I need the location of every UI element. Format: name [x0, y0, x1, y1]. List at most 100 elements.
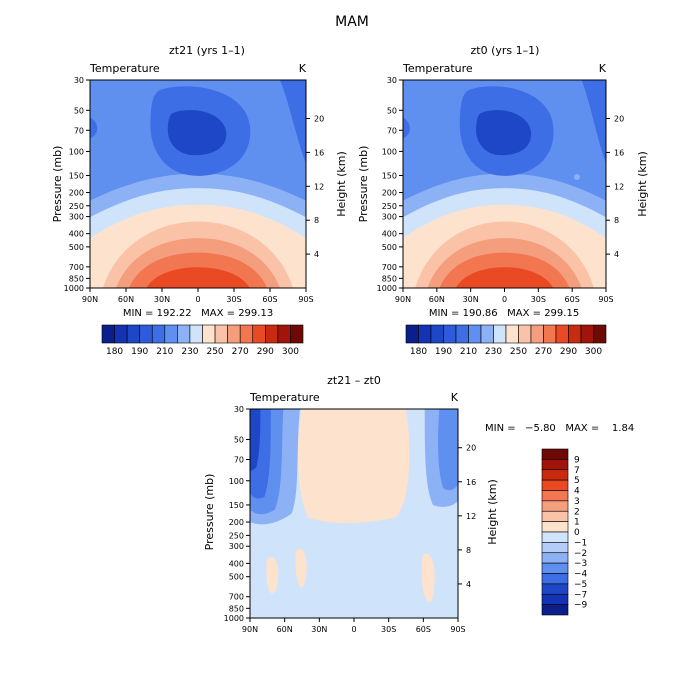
panel-b-colorbar-label: 270	[535, 347, 552, 357]
field-cold-edge-north	[403, 117, 410, 139]
panel-b-colorbar-box	[505, 324, 519, 344]
panel-b-y-tick-label: 30	[387, 76, 397, 85]
panel-a-y-tick-label: 250	[69, 202, 84, 211]
panel-b-colorbar-box	[430, 324, 444, 344]
panel-a-x-tick-label: 90N	[82, 295, 98, 304]
panel-a-y2-tick-label: 20	[314, 115, 324, 124]
panel-a-y-tick-label: 1000	[64, 284, 84, 293]
panel-b-y2-axis-label: Height (km)	[636, 151, 649, 217]
panel-a-colorbar-label: 190	[131, 347, 148, 357]
panel-diff-colorbar-label: 2	[574, 507, 580, 517]
panel-a-colorbar-label: 290	[257, 347, 274, 357]
panel-a-title: zt21 (yrs 1–1)	[169, 44, 245, 57]
panel-b-colorbar-box	[405, 324, 419, 344]
panel-diff-y-tick-label: 100	[229, 477, 244, 486]
panel-b-y2-tick-label: 4	[614, 250, 619, 259]
panel-diff-y-tick-label: 50	[234, 435, 244, 444]
panel-diff-colorbar-box	[541, 583, 569, 595]
panel-a-contour-field	[90, 80, 306, 288]
panel-b-y-tick-label: 100	[382, 147, 397, 156]
panel-diff-colorbar-box	[541, 573, 569, 585]
panel-diff-y-tick-label: 1000	[224, 614, 244, 623]
panel-a-units: K	[299, 62, 307, 75]
panel-a-x-tick-label: 30N	[154, 295, 170, 304]
panel-b-colorbar-box	[468, 324, 482, 344]
panel-b-y-tick-label: 250	[382, 202, 397, 211]
field-cold-core	[476, 110, 532, 156]
panel-a-colorbar-box	[290, 324, 304, 344]
panel-b-y2-tick-label: 12	[614, 182, 624, 191]
panel-diff-units: K	[451, 391, 459, 404]
panel-a-y-tick-label: 500	[69, 243, 84, 252]
panel-diff-colorbar-label: −3	[574, 559, 587, 569]
diff-band-warm-patch-3	[421, 553, 435, 603]
panel-b-colorbar-label: 230	[485, 347, 502, 357]
panel-a-y2-tick-label: 12	[314, 182, 324, 191]
panel-a-x-tick-label: 90S	[298, 295, 313, 304]
panel-diff-title: zt21 – zt0	[327, 374, 381, 387]
panel-diff-colorbar-label: 9	[574, 455, 580, 465]
panel-b-colorbar-box	[543, 324, 557, 344]
panel-b-y-axis-label: Pressure (mb)	[357, 146, 370, 223]
panel-b-y-tick-label: 500	[382, 243, 397, 252]
panel-b-field-spot	[574, 174, 580, 180]
panel-a-colorbar-box	[202, 324, 216, 344]
panel-diff-y-tick-label: 200	[229, 518, 244, 527]
panel-diff-y-axis-label: Pressure (mb)	[203, 474, 216, 551]
panel-a-colorbar-box	[114, 324, 128, 344]
panel-diff-colorbar-box	[541, 459, 569, 471]
panel-b-y-tick-label: 150	[382, 171, 397, 180]
panel-diff-y2-axis-label: Height (km)	[486, 479, 499, 545]
panel-a-colorbar-box	[227, 324, 241, 344]
panel-diff-colorbar-box	[541, 521, 569, 533]
panel-difference: zt21 – zt0 Temperature K 90N 60N 30N 0 30S 60…	[203, 374, 634, 634]
panel-diff-colorbar-label: −5	[574, 580, 587, 590]
panel-diff-colorbar-box	[541, 531, 569, 543]
panel-a-colorbar-label: 300	[282, 347, 299, 357]
diff-band-coldest-north	[250, 409, 261, 472]
panel-diff-y-tick-label: 850	[229, 604, 244, 613]
panel-b-x-tick-label: 0	[502, 295, 507, 304]
panel-b-y2-tick-label: 20	[614, 115, 624, 124]
panel-diff-x-tick-label: 0	[351, 625, 356, 634]
panel-diff-colorbar-box	[541, 479, 569, 491]
panel-diff-x-tick-label: 90N	[242, 625, 258, 634]
field-cold-core	[167, 110, 227, 156]
panel-a-colorbar-box	[277, 324, 291, 344]
panel-diff-colorbar-box	[541, 604, 569, 616]
panel-diff-x-tick-label: 90S	[450, 625, 465, 634]
panel-a-y-tick-label: 150	[69, 171, 84, 180]
panel-a-colorbar-label: 250	[206, 347, 223, 357]
panel-b-colorbar-box	[493, 324, 507, 344]
panel-b-x-tick-label: 30S	[531, 295, 546, 304]
panel-diff-y-tick-label: 250	[229, 531, 244, 540]
panel-a-colorbar-box	[214, 324, 228, 344]
panel-b-colorbar-label: 250	[510, 347, 527, 357]
panel-b-units: K	[599, 62, 607, 75]
panel-a-colorbar-box	[177, 324, 191, 344]
panel-a-stats: MIN = 192.22 MAX = 299.13	[123, 308, 273, 319]
field-cold-edge-north	[90, 117, 98, 139]
panel-diff-colorbar-box	[541, 510, 569, 522]
panel-a-colorbar-box	[189, 324, 203, 344]
panel-diff-colorbar-box	[541, 490, 569, 502]
panel-b-title: zt0 (yrs 1–1)	[471, 44, 540, 57]
panel-a-y-tick-label: 400	[69, 230, 84, 239]
panel-b-colorbar-box	[568, 324, 582, 344]
panel-diff-colorbar-box	[541, 562, 569, 574]
panel-a-colorbar-box	[239, 324, 254, 344]
panel-diff-colorbar-label: −2	[574, 549, 587, 559]
panel-diff-y-tick-label: 70	[234, 456, 244, 465]
panel-b-variable-label: Temperature	[402, 62, 473, 75]
panel-diff-y2-tick-label: 4	[466, 580, 471, 589]
panel-a-colorbar-box	[139, 324, 153, 344]
panel-diff-colorbar-label: 5	[574, 476, 580, 486]
panel-b-colorbar-box	[455, 324, 469, 344]
panel-a: zt21 (yrs 1–1) Temperature K 90N 60N 30N 0 3…	[51, 44, 348, 357]
panel-a-x-tick-label: 60S	[262, 295, 277, 304]
panel-diff-colorbar-label: 0	[574, 528, 580, 538]
panel-diff-y2-tick-label: 16	[466, 478, 476, 487]
field-cold-edge-south	[280, 80, 306, 164]
panel-a-y-tick-label: 300	[69, 213, 84, 222]
